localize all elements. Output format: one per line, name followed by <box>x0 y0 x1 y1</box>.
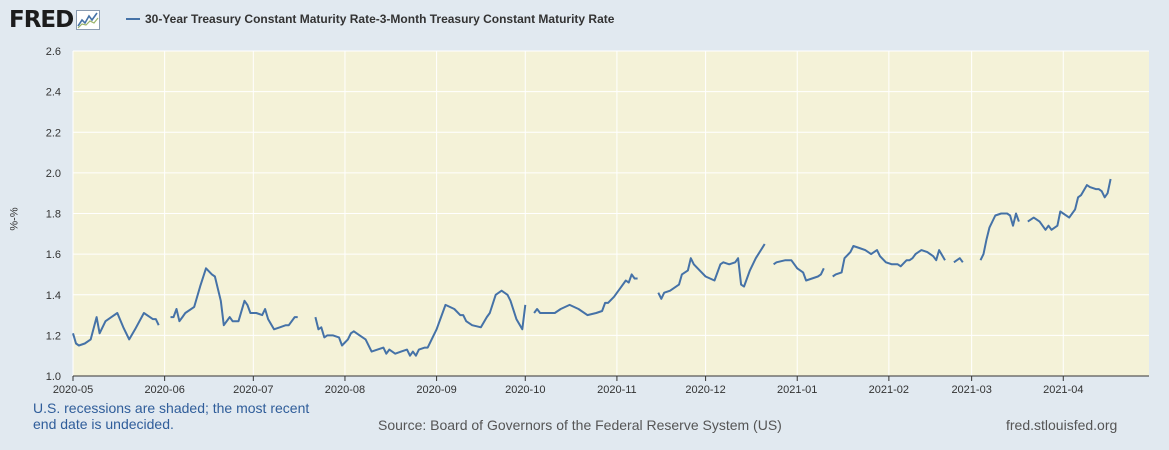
line-chart: 1.01.21.41.61.82.02.22.42.6 2020-05 2020-… <box>46 46 1149 396</box>
x-tick-label: 2020-10 <box>505 384 545 396</box>
series-line-segment <box>170 267 298 331</box>
legend-swatch <box>126 18 140 20</box>
legend-label: 30-Year Treasury Constant Maturity Rate-… <box>145 12 615 26</box>
y-tick-label: 1.0 <box>46 371 61 383</box>
series-line-segment <box>314 289 527 357</box>
series-line-segment <box>1027 178 1112 231</box>
x-tick-label: 2020-05 <box>53 384 93 396</box>
series-line-segment <box>533 273 638 317</box>
y-tick-label: 1.8 <box>46 209 61 221</box>
x-axis-ticks: 2020-05 2020-06 2020-07 2020-08 2020-09 2020-… <box>53 376 1083 396</box>
x-tick-label: 2020-12 <box>685 384 725 396</box>
series-line-segment <box>657 243 766 300</box>
line-chart-icon <box>76 10 101 30</box>
site-link[interactable]: fred.stlouisfed.org <box>1006 417 1118 433</box>
y-tick-label: 1.2 <box>46 330 61 342</box>
series-lines <box>72 178 1112 357</box>
y-tick-label: 1.4 <box>46 290 61 302</box>
series-line-segment <box>773 259 825 282</box>
fred-logo-text: FRED <box>9 7 74 33</box>
series-line-segment <box>979 212 1020 261</box>
y-tick-label: 1.6 <box>46 249 61 261</box>
series-line-segment <box>832 245 946 278</box>
series-line-segment <box>953 257 964 264</box>
x-tick-label: 2020-09 <box>416 384 456 396</box>
source-note: Source: Board of Governors of the Federa… <box>378 417 782 433</box>
recession-note: U.S. recessions are shaded; the most rec… <box>33 400 310 432</box>
fred-logo[interactable]: FRED <box>9 6 101 34</box>
y-tick-label: 2.4 <box>46 87 61 99</box>
x-tick-label: 2021-03 <box>951 384 991 396</box>
y-tick-label: 2.6 <box>46 46 61 58</box>
x-tick-label: 2021-02 <box>869 384 909 396</box>
x-tick-label: 2020-07 <box>233 384 273 396</box>
x-tick-label: 2021-01 <box>777 384 817 396</box>
chart-legend: 30-Year Treasury Constant Maturity Rate-… <box>126 12 614 26</box>
x-tick-label: 2020-06 <box>144 384 184 396</box>
x-tick-label: 2020-08 <box>325 384 365 396</box>
y-axis-ticks: 1.0 1.2 1.4 1.6 1.8 2.0 2.2 2.4 2.6 <box>46 46 61 383</box>
y-tick-label: 2.2 <box>46 127 61 139</box>
series-line-segment <box>72 312 160 347</box>
x-tick-label: 2021-04 <box>1043 384 1083 396</box>
x-tick-label: 2020-11 <box>597 384 637 396</box>
y-tick-label: 2.0 <box>46 168 61 180</box>
